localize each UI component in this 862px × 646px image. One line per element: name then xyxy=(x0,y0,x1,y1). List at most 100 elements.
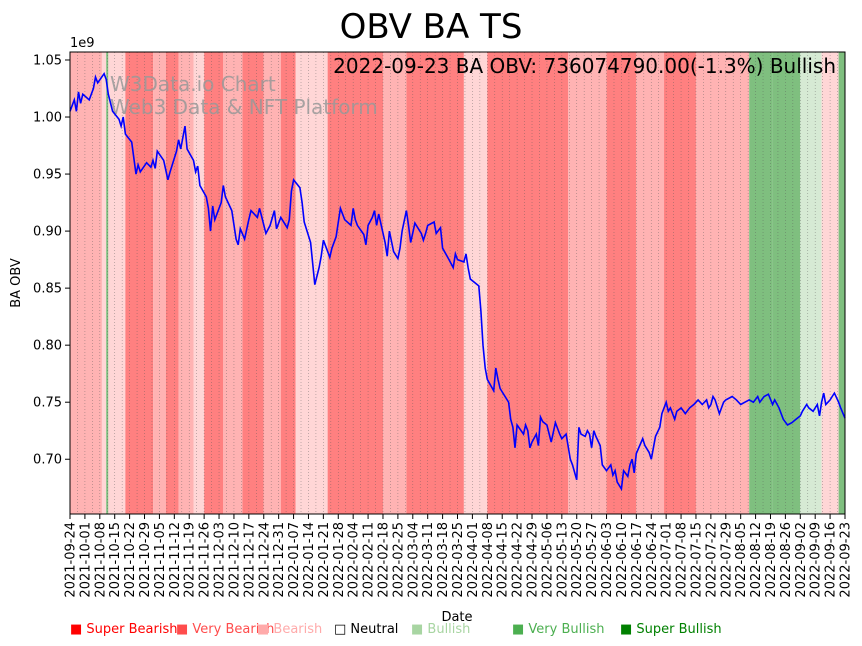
regime-band-neutral xyxy=(108,52,126,514)
legend-item-very-bullish: ■ Very Bullish xyxy=(512,622,604,637)
x-tick-label: 2022-06-03 xyxy=(600,522,615,598)
x-tick-label: 2022-07-22 xyxy=(704,522,719,598)
x-tick-label: 2022-04-01 xyxy=(466,522,481,598)
x-tick-label: 2022-04-08 xyxy=(481,522,496,598)
regime-band-very-bearish xyxy=(327,52,383,514)
regime-band-very-bullish xyxy=(838,52,845,514)
x-tick-label: 2022-03-18 xyxy=(436,522,451,598)
x-tick-label: 2022-05-13 xyxy=(555,522,570,598)
x-tick-label: 2022-05-27 xyxy=(585,522,600,598)
x-tick-label: 2022-08-19 xyxy=(764,522,779,598)
x-tick-label: 2021-10-01 xyxy=(78,522,93,598)
regime-band-very-bearish xyxy=(204,52,224,514)
regime-band-bearish xyxy=(695,52,750,514)
x-tick-label: 2022-09-16 xyxy=(824,522,839,598)
x-tick-label: 2022-07-08 xyxy=(675,522,690,598)
x-tick-label: 2022-01-14 xyxy=(302,522,317,598)
y-scale-label: 1e9 xyxy=(70,36,95,51)
x-tick-label: 2022-02-04 xyxy=(347,522,362,598)
x-tick-label: 2022-03-11 xyxy=(421,522,436,598)
regime-band-bullish xyxy=(800,52,822,514)
x-tick-label: 2022-09-23 xyxy=(839,522,854,598)
x-tick-label: 2022-05-06 xyxy=(540,522,555,598)
x-tick-label: 2022-02-11 xyxy=(362,522,377,598)
x-tick-label: 2022-07-01 xyxy=(660,522,675,598)
regime-band-bearish xyxy=(568,52,607,514)
x-tick-label: 2022-07-15 xyxy=(689,522,704,598)
x-tick-label: 2021-09-24 xyxy=(64,522,79,598)
x-tick-label: 2022-02-18 xyxy=(376,522,391,598)
legend-item-bearish: ■ Bearish xyxy=(257,622,322,637)
x-tick-label: 2021-10-08 xyxy=(93,522,108,598)
x-tick-label: 2022-07-29 xyxy=(719,522,734,598)
regime-band-neutral xyxy=(295,52,328,514)
y-tick-label: 0.80 xyxy=(33,339,62,354)
y-tick-label: 0.90 xyxy=(33,225,62,240)
watermark-line-1: W3Data.io Chart xyxy=(110,72,276,96)
legend-item-very-bearish: ■ Very Bearish xyxy=(176,622,274,637)
legend-item-super-bearish: ■ Super Bearish xyxy=(70,622,178,637)
chart-title: OBV BA TS xyxy=(340,7,523,47)
x-tick-label: 2022-08-26 xyxy=(779,522,794,598)
regime-band-neutral xyxy=(101,52,107,514)
y-tick-label: 1.05 xyxy=(33,53,62,68)
legend-item-bullish: ■ Bullish xyxy=(411,622,470,637)
regime-band-very-bearish xyxy=(664,52,696,514)
x-tick-label: 2021-12-31 xyxy=(272,522,287,598)
regime-band-bearish xyxy=(636,52,665,514)
obv-series-line xyxy=(69,71,846,492)
x-tick-label: 2021-10-15 xyxy=(108,522,123,598)
legend: ■ Super Bearish■ Very Bearish■ Bearish □ … xyxy=(70,622,722,637)
x-tick-label: 2022-03-04 xyxy=(406,522,421,598)
y-tick-label: 0.85 xyxy=(33,282,62,297)
x-tick-label: 2021-11-19 xyxy=(183,522,198,598)
x-tick-label: 2021-11-05 xyxy=(153,522,168,598)
x-tick-label: 2022-04-29 xyxy=(526,522,541,598)
x-tick-label: 2022-08-12 xyxy=(749,522,764,598)
y-tick-label: 1.00 xyxy=(33,111,62,126)
x-tick-label: 2021-10-29 xyxy=(138,522,153,598)
x-tick-label: 2021-11-12 xyxy=(168,522,183,598)
regime-band-bearish xyxy=(70,52,102,514)
x-tick-label: 2021-10-22 xyxy=(123,522,138,598)
y-axis: 0.70 0.75 0.80 0.85 0.90 0.95 1.00 1.05 xyxy=(33,53,70,468)
regime-band-bearish xyxy=(263,52,281,514)
regime-band-very-bullish xyxy=(749,52,773,514)
x-tick-label: 2022-06-24 xyxy=(645,522,660,598)
y-tick-label: 0.95 xyxy=(33,168,62,183)
x-tick-label: 2022-01-07 xyxy=(287,522,302,598)
x-tick-label: 2021-12-03 xyxy=(213,522,228,598)
latest-value-annotation: 2022-09-23 BA OBV: 736074790.00(-1.3%) B… xyxy=(333,54,836,78)
regime-band-very-bearish xyxy=(280,52,296,514)
x-tick-label: 2021-12-10 xyxy=(227,522,242,598)
x-tick-label: 2021-12-24 xyxy=(257,522,272,598)
legend-item-super-bullish: ■ Super Bullish xyxy=(620,622,722,637)
regime-band-bearish xyxy=(178,52,194,514)
x-tick-label: 2022-01-28 xyxy=(332,522,347,598)
x-axis-title: Date xyxy=(441,610,472,625)
regime-band-neutral xyxy=(193,52,205,514)
regime-band-very-bearish xyxy=(165,52,179,514)
x-tick-label: 2022-06-17 xyxy=(630,522,645,598)
y-tick-label: 0.70 xyxy=(33,453,62,468)
x-tick-label: 2022-05-20 xyxy=(570,522,585,598)
legend-item-neutral: □ Neutral xyxy=(334,622,398,637)
watermark-line-2: Web3 Data & NFT Platform xyxy=(110,95,378,119)
regime-band-very-bullish xyxy=(772,52,801,514)
x-axis: 2021-09-24 2021-10-01 2021-10-08 2021-10-15… xyxy=(64,514,854,598)
x-tick-label: 2022-01-21 xyxy=(317,522,332,598)
regime-band-bearish xyxy=(223,52,243,514)
y-axis-title: BA OBV xyxy=(9,258,24,308)
x-tick-label: 2022-04-15 xyxy=(496,522,511,598)
x-tick-label: 2022-06-10 xyxy=(615,522,630,598)
x-tick-label: 2022-04-22 xyxy=(511,522,526,598)
y-tick-label: 0.75 xyxy=(33,396,62,411)
x-tick-label: 2022-02-25 xyxy=(391,522,406,598)
regime-band-very-bearish xyxy=(242,52,264,514)
x-tick-label: 2022-09-02 xyxy=(794,522,809,598)
x-tick-label: 2021-12-17 xyxy=(242,522,257,598)
x-tick-label: 2021-11-26 xyxy=(198,522,213,598)
x-tick-label: 2022-08-05 xyxy=(734,522,749,598)
regime-band-bearish xyxy=(382,52,407,514)
